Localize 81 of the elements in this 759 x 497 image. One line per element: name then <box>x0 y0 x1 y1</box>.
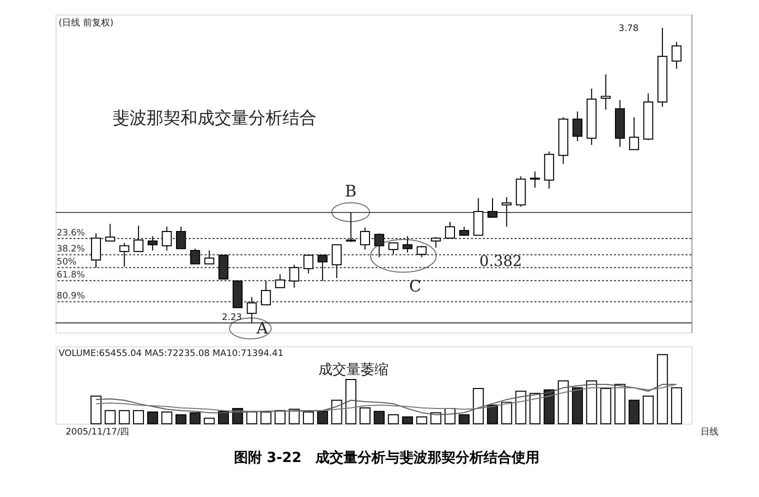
bar <box>444 408 456 424</box>
annotation: 2.23 <box>222 312 242 323</box>
bar <box>360 407 371 424</box>
bar <box>204 418 215 424</box>
candlestick <box>473 198 484 236</box>
bar <box>671 387 682 424</box>
bar <box>501 402 512 424</box>
candlestick <box>572 111 582 142</box>
bar <box>161 412 172 424</box>
annotation: 成交量萎缩 <box>318 362 389 378</box>
candlestick <box>430 236 441 248</box>
annotation: 38.2% <box>56 244 86 255</box>
bar <box>558 380 569 424</box>
bar <box>402 416 413 424</box>
bar <box>345 378 356 424</box>
candlestick <box>388 242 398 255</box>
annotation: B <box>344 181 357 200</box>
bar <box>614 384 626 424</box>
annotation: 80.9% <box>56 292 86 302</box>
candlestick <box>530 171 540 188</box>
candlestick <box>105 223 116 242</box>
candlestick <box>303 254 314 274</box>
candlestick <box>260 280 271 306</box>
candlestick <box>672 42 682 70</box>
annotation: 0.382 <box>479 252 522 270</box>
annotation: 50% <box>56 258 76 268</box>
text: 图附 3-22 成交量分析与斐波那契分析结合使用 <box>234 449 540 466</box>
candlestick <box>445 221 455 239</box>
bar <box>388 414 399 424</box>
annotation: A <box>256 318 269 338</box>
annotation: 斐波那契和成交量分析结合 <box>112 108 317 128</box>
bar <box>515 390 526 424</box>
annotation: 23.6% <box>56 228 86 239</box>
candlestick <box>204 250 214 264</box>
annotation: VOLUME:65455.04 MA5:72235.08 MA10:71394.41 <box>58 349 284 360</box>
candlestick <box>162 226 172 252</box>
bar <box>175 414 186 424</box>
annotation: 3.78 <box>618 24 639 34</box>
bar <box>118 410 130 424</box>
annotation: (日线 前复权) <box>58 17 114 28</box>
bar <box>472 388 484 424</box>
candlestick <box>346 212 356 242</box>
bar <box>600 388 612 424</box>
bar <box>246 412 258 424</box>
candlestick <box>289 264 300 288</box>
bar <box>430 412 442 424</box>
bar <box>374 410 385 424</box>
bar <box>260 412 272 424</box>
bar <box>133 410 144 424</box>
candlestick <box>134 225 144 252</box>
candlestick <box>629 116 640 150</box>
bar <box>572 387 583 424</box>
bar <box>274 410 286 424</box>
text: 2005/11/17/四 <box>66 428 130 438</box>
bar <box>331 400 342 424</box>
bar <box>190 412 201 424</box>
bar <box>302 412 314 424</box>
candlestick <box>119 242 130 268</box>
annotation: C <box>409 276 422 296</box>
bar <box>487 404 498 424</box>
candlestick <box>275 274 286 288</box>
bar <box>90 396 102 424</box>
bar <box>628 400 640 424</box>
bar <box>544 389 555 424</box>
bar <box>104 410 116 424</box>
text: 日线 <box>700 426 718 438</box>
candlestick <box>91 232 101 268</box>
bar <box>218 410 229 424</box>
bar <box>147 412 158 424</box>
bar <box>529 392 540 424</box>
candlestick <box>502 196 512 228</box>
candlestick <box>246 296 257 324</box>
bar <box>416 416 428 424</box>
bar <box>317 410 328 424</box>
bar <box>642 396 654 424</box>
candlestick <box>332 244 342 279</box>
bar <box>656 354 668 424</box>
candlestick <box>360 227 370 250</box>
bar <box>458 414 470 424</box>
bar <box>586 380 598 424</box>
annotation: 61.8% <box>56 270 86 281</box>
